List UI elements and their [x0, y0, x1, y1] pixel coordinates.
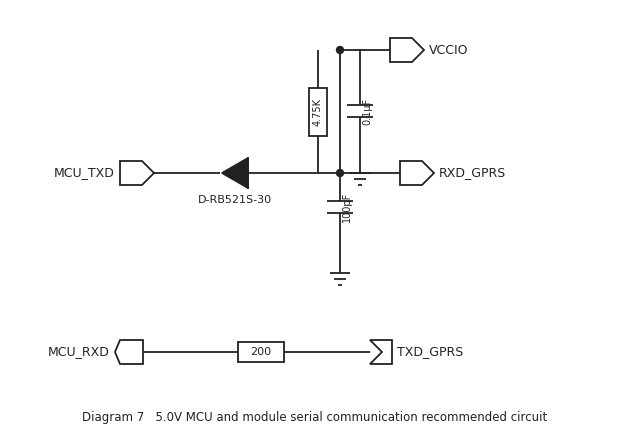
Circle shape [336, 169, 343, 177]
Text: TXD_GPRS: TXD_GPRS [397, 346, 463, 359]
Text: RXD_GPRS: RXD_GPRS [439, 166, 506, 180]
Polygon shape [400, 161, 434, 185]
Text: MCU_RXD: MCU_RXD [48, 346, 110, 359]
Text: 200: 200 [251, 347, 271, 357]
Bar [238, 342, 284, 362]
Polygon shape [390, 38, 424, 62]
Polygon shape [115, 340, 143, 364]
Text: 0.1μF: 0.1μF [362, 98, 372, 124]
Text: VCCIO: VCCIO [429, 44, 468, 57]
Text: 4.75K: 4.75K [313, 98, 323, 126]
Text: MCU_TXD: MCU_TXD [54, 166, 115, 180]
Bar [309, 88, 327, 136]
Polygon shape [370, 340, 392, 364]
Circle shape [336, 47, 343, 54]
Text: D-RB521S-30: D-RB521S-30 [198, 195, 272, 205]
Polygon shape [120, 161, 154, 185]
Polygon shape [222, 158, 248, 188]
Text: 100pF: 100pF [342, 192, 352, 222]
Text: Diagram 7   5.0V MCU and module serial communication recommended circuit: Diagram 7 5.0V MCU and module serial com… [83, 412, 548, 425]
